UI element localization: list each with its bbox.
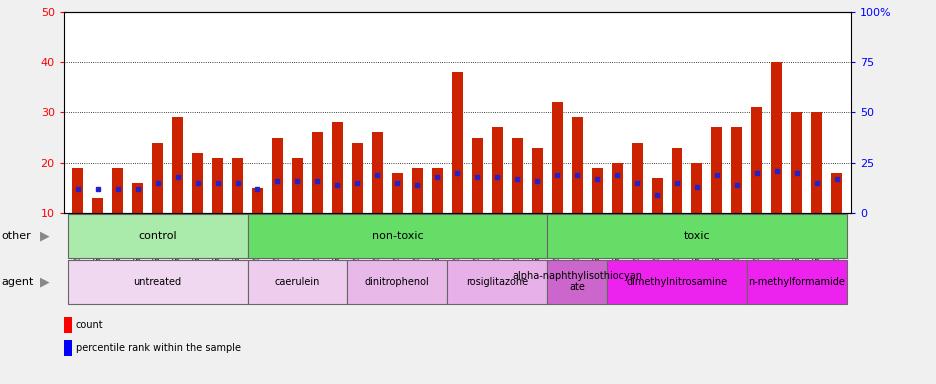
Bar (112, 168, 123, 213)
Bar (691, 163, 702, 213)
Text: dinitrophenol: dinitrophenol (364, 276, 430, 287)
Bar (830, 173, 841, 213)
Bar (511, 137, 522, 213)
Bar (431, 168, 443, 213)
Bar (152, 142, 163, 213)
Bar (491, 127, 503, 213)
Bar (271, 137, 283, 213)
Text: alpha-naphthylisothiocyan
ate: alpha-naphthylisothiocyan ate (512, 271, 641, 293)
Text: agent: agent (2, 276, 35, 287)
Text: toxic: toxic (683, 231, 709, 242)
Bar (591, 168, 602, 213)
Bar (132, 183, 143, 213)
Bar (331, 122, 343, 213)
Bar (192, 152, 203, 213)
Bar (671, 147, 681, 213)
Bar (391, 173, 402, 213)
Text: untreated: untreated (134, 276, 182, 287)
Bar (312, 132, 323, 213)
Text: rosiglitazone: rosiglitazone (465, 276, 528, 287)
Bar (631, 142, 642, 213)
Bar (451, 72, 462, 213)
Bar (751, 107, 762, 213)
Bar (811, 112, 822, 213)
Bar (611, 163, 622, 213)
Bar (411, 168, 422, 213)
Text: control: control (139, 231, 177, 242)
Bar (571, 118, 582, 213)
Bar (710, 127, 722, 213)
Bar (791, 112, 801, 213)
Bar (92, 198, 103, 213)
Bar (651, 178, 662, 213)
Bar (372, 132, 383, 213)
Bar (731, 127, 741, 213)
Text: ▶: ▶ (40, 275, 50, 288)
Text: percentile rank within the sample: percentile rank within the sample (76, 343, 241, 353)
Bar (770, 62, 782, 213)
Bar (72, 168, 83, 213)
Text: caerulein: caerulein (274, 276, 320, 287)
Bar (551, 102, 562, 213)
Text: non-toxic: non-toxic (371, 231, 423, 242)
Bar (252, 188, 263, 213)
Text: n-methylformamide: n-methylformamide (748, 276, 844, 287)
Text: ▶: ▶ (40, 230, 50, 243)
Text: count: count (76, 320, 103, 330)
Bar (212, 158, 223, 213)
Text: dimethylnitrosamine: dimethylnitrosamine (626, 276, 726, 287)
Bar (471, 137, 482, 213)
Bar (232, 158, 242, 213)
Bar (531, 147, 542, 213)
Text: other: other (2, 231, 32, 242)
Bar (172, 118, 183, 213)
Bar (352, 142, 362, 213)
Bar (292, 158, 302, 213)
